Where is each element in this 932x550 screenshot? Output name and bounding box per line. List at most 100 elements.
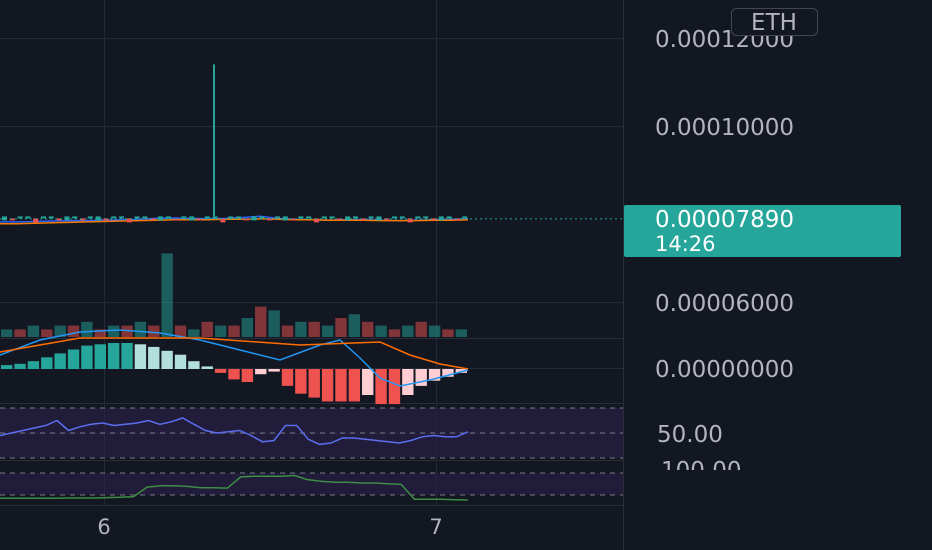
rsi-50-label: 50.00 <box>657 422 723 448</box>
macd-hist-bar <box>54 353 66 369</box>
macd-hist-bar <box>362 369 374 395</box>
candle <box>259 216 265 219</box>
macd-hist-bar <box>388 369 401 405</box>
candle <box>72 216 78 219</box>
volume-bar <box>402 325 414 337</box>
bar-countdown: 14:26 <box>655 232 716 256</box>
candle <box>9 218 15 221</box>
candle <box>212 216 218 219</box>
candle <box>345 216 351 221</box>
volume-bar <box>14 329 26 337</box>
macd-hist-bar <box>335 369 347 402</box>
volume-bar <box>134 321 147 337</box>
candle <box>173 218 179 221</box>
macd-hist-bar <box>295 369 307 394</box>
volume-bar <box>214 325 227 337</box>
candle <box>275 216 280 219</box>
candle <box>353 216 358 219</box>
candle <box>392 216 397 219</box>
macd-hist-bar <box>455 369 467 373</box>
volume-bar <box>27 325 40 337</box>
candle <box>376 216 382 221</box>
macd-hist-bar <box>41 357 53 369</box>
macd-hist-bar <box>27 361 40 369</box>
volume-bar <box>81 321 93 337</box>
candle <box>337 218 343 221</box>
volume-bar <box>428 325 441 337</box>
candle <box>462 216 468 219</box>
candle <box>314 218 319 223</box>
candle <box>220 218 226 223</box>
candle <box>446 216 452 219</box>
candle <box>251 216 257 221</box>
volume-bar <box>295 321 307 337</box>
candle <box>267 218 273 221</box>
volume-bar <box>67 325 80 337</box>
candle <box>119 216 124 219</box>
macd-hist-bar <box>375 369 387 405</box>
macd-hist-bar <box>214 369 227 373</box>
candle <box>41 216 46 219</box>
volume-bar <box>415 321 427 337</box>
macd-hist-bar <box>161 350 173 369</box>
candle <box>80 218 85 221</box>
volume-bar <box>268 310 280 337</box>
macd-hist-bar <box>415 369 427 386</box>
osc-band <box>0 473 623 495</box>
macd-zero-label: 0.00000000 <box>655 357 794 383</box>
y-tick-label-1: 0.00010000 <box>655 115 794 141</box>
candle <box>165 216 171 219</box>
candle <box>33 218 39 223</box>
volume-bar <box>54 325 66 337</box>
volume-bar <box>362 321 374 337</box>
osc-100-label: 100.00 <box>661 458 741 484</box>
macd-hist-bar <box>148 346 160 369</box>
volume-bar <box>41 329 53 337</box>
candle <box>407 218 413 223</box>
volume-bar <box>121 325 133 337</box>
x-tick-label-6: 6 <box>97 515 110 539</box>
macd-line <box>0 329 469 387</box>
volume-bar <box>321 325 334 337</box>
candle <box>321 216 327 219</box>
signal-line <box>0 337 469 370</box>
candle <box>415 216 421 219</box>
price-ma-line-1 <box>0 218 469 225</box>
volume-bar <box>455 329 467 337</box>
macd-hist-bar <box>134 344 147 369</box>
oscillator-layer <box>0 472 623 501</box>
candle <box>181 216 187 219</box>
candle <box>48 216 54 219</box>
candle <box>360 218 366 221</box>
candle <box>228 216 234 219</box>
candle <box>399 216 405 219</box>
volume-bar <box>241 318 254 337</box>
macd-hist-bar <box>321 369 334 402</box>
candle <box>384 218 390 221</box>
volume-bar <box>148 325 160 337</box>
volume-bar <box>375 325 387 337</box>
candle <box>368 216 374 219</box>
volume-bar <box>335 318 347 337</box>
osc-line <box>0 474 469 501</box>
rsi-line <box>0 417 469 446</box>
candle <box>306 216 312 219</box>
volume-layer <box>1 253 467 337</box>
candle <box>298 216 304 219</box>
macd-hist-bar <box>442 369 454 377</box>
volume-bar <box>308 321 320 337</box>
volume-bar <box>388 329 401 337</box>
macd-hist-bar <box>428 369 441 381</box>
candle <box>95 216 101 221</box>
candle <box>87 216 93 219</box>
volume-bar <box>161 253 173 337</box>
macd-hist-bar <box>255 369 267 375</box>
candle <box>150 218 156 221</box>
macd-hist-bar <box>121 343 133 369</box>
candle <box>204 216 210 219</box>
macd-hist-bar <box>1 365 13 369</box>
candle <box>25 216 31 219</box>
y-tick-label-2: 0.00006000 <box>655 291 794 317</box>
